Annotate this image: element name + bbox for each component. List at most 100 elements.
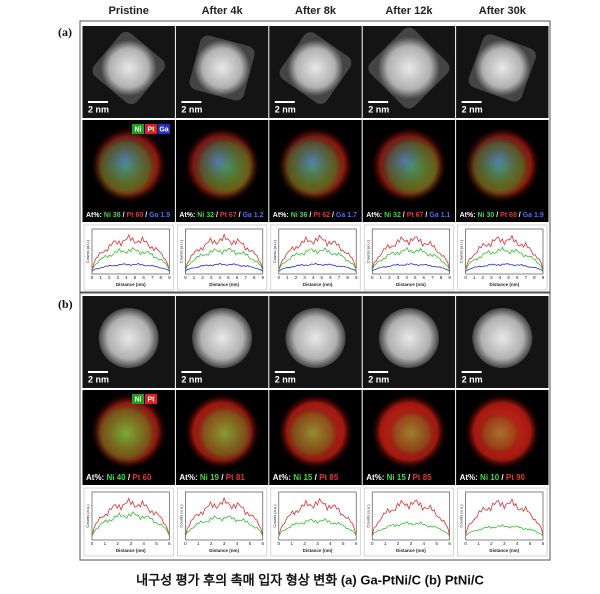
x-tick-label: 4	[405, 275, 408, 280]
x-tick-label: 7	[244, 275, 247, 280]
element-name: Ga	[336, 212, 345, 219]
x-tick-label: 6	[142, 275, 145, 280]
x-tick-label: 8	[346, 275, 349, 280]
x-tick-label: 1	[197, 541, 200, 546]
plot-axes	[278, 491, 357, 541]
x-tick-label: 3	[410, 541, 413, 546]
profile-curve	[465, 524, 544, 537]
profile-curve	[185, 262, 264, 272]
separator: /	[219, 473, 226, 482]
x-tick-label: 6	[516, 275, 519, 280]
plot-axes	[371, 228, 450, 275]
element-name: Pt	[506, 473, 514, 482]
x-tick-label: 3	[210, 275, 213, 280]
profile-plot	[270, 224, 361, 291]
ga-signal	[279, 129, 344, 193]
plot-axes	[278, 228, 357, 275]
x-tick-label: 0	[464, 275, 467, 280]
element-name: Pt	[500, 212, 508, 219]
x-axis-label: Distance (nm)	[209, 282, 239, 287]
x-tick-label: 2	[490, 541, 493, 546]
separator: /	[406, 473, 413, 482]
x-tick-label: 2	[303, 541, 306, 546]
profile-curve	[278, 262, 357, 272]
element-name: Ni	[387, 473, 395, 482]
element-value: 1.9	[534, 212, 544, 219]
element-name: Pt	[319, 473, 327, 482]
element-name: Ni	[200, 473, 208, 482]
separator: /	[214, 212, 220, 219]
x-axis-label: Distance (nm)	[489, 282, 519, 287]
x-tick-label: 5	[435, 541, 438, 546]
x-tick-label: 0	[371, 541, 374, 546]
element-name: Pt	[412, 473, 420, 482]
ga-signal	[92, 129, 157, 193]
element-value: 85	[329, 473, 338, 482]
y-axis-label: Counts (a.u.)	[365, 239, 370, 263]
plot-axes	[91, 228, 170, 275]
separator: /	[401, 212, 407, 219]
x-tick-label: 6	[236, 275, 239, 280]
legend-label: Ga	[159, 126, 168, 133]
profile-plot	[177, 224, 268, 291]
x-tick-label: 3	[303, 275, 306, 280]
separator: /	[126, 473, 133, 482]
profile-curve	[371, 235, 450, 270]
x-tick-label: 1	[99, 275, 102, 280]
element-value: 19	[210, 473, 219, 482]
composition: At%: Ni 10 / Pt 90	[460, 473, 526, 482]
x-tick-label: 1	[477, 541, 480, 546]
composition-prefix: At%:	[460, 212, 476, 219]
separator: /	[143, 212, 149, 219]
x-tick-label: 5	[249, 541, 252, 546]
x-tick-label: 1	[380, 275, 383, 280]
element-name: Ni	[293, 473, 301, 482]
element-value: 1.2	[254, 212, 264, 219]
element-value: 60	[143, 473, 152, 482]
x-tick-label: 2	[295, 275, 298, 280]
column-header: After 12k	[385, 5, 433, 17]
composition: At%: Ni 32 / Pt 67 / Ga 1.2	[179, 212, 263, 219]
x-axis-label: Distance (nm)	[489, 548, 519, 553]
composition: At%: Ni 15 / Pt 85	[366, 473, 432, 482]
profile-curve	[371, 246, 450, 271]
plot-axes	[465, 491, 544, 541]
particle	[92, 31, 165, 105]
x-tick-label: 9	[355, 275, 358, 280]
x-tick-label: 4	[219, 275, 222, 280]
x-tick-label: 5	[507, 275, 510, 280]
particle	[189, 35, 255, 101]
ni-signal	[386, 408, 437, 459]
x-axis-label: Distance (nm)	[116, 282, 146, 287]
particle	[279, 32, 352, 104]
ni-signal	[194, 402, 257, 465]
particle	[368, 27, 450, 109]
profile-curve	[371, 263, 450, 272]
legend-label: Ni	[135, 126, 142, 133]
element-value: 85	[423, 473, 432, 482]
x-tick-label: 4	[329, 541, 332, 546]
profile-curve	[91, 263, 170, 272]
profile-curve	[465, 263, 544, 272]
plot-axes	[185, 491, 264, 541]
legend-swatch	[132, 394, 144, 404]
profile-curve	[278, 234, 357, 270]
element-name: Ni	[480, 473, 488, 482]
element-name: Ni	[197, 212, 204, 219]
profile-plot	[177, 487, 268, 557]
panel-label: (b)	[58, 297, 73, 311]
column-header: After 4k	[202, 5, 244, 17]
x-tick-label: 1	[384, 541, 387, 546]
legend-swatch	[145, 124, 157, 134]
element-value: 67	[416, 212, 424, 219]
profile-curve	[465, 246, 544, 271]
x-tick-label: 1	[290, 541, 293, 546]
element-name: Ni	[106, 473, 114, 482]
element-name: Ni	[104, 212, 111, 219]
y-axis-label: Counts (a.u.)	[459, 239, 464, 263]
x-tick-label: 2	[117, 541, 120, 546]
x-tick-label: 0	[91, 275, 94, 280]
composition-prefix: At%:	[366, 212, 382, 219]
x-axis-label: Distance (nm)	[396, 548, 426, 553]
